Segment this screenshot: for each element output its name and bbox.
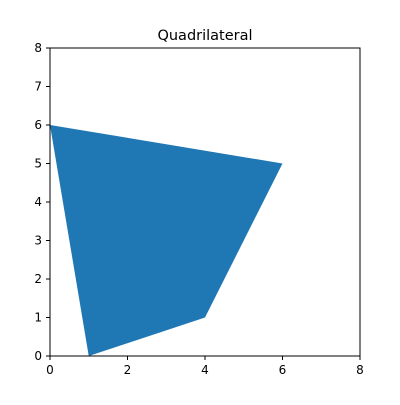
y-tick-label: 1 bbox=[34, 311, 42, 325]
y-tick-label: 6 bbox=[34, 118, 42, 132]
y-tick-label: 0 bbox=[34, 349, 42, 363]
quadrilateral-polygon bbox=[50, 125, 283, 356]
y-tick-label: 7 bbox=[34, 80, 42, 94]
plot-layer bbox=[50, 125, 283, 356]
y-tick-label: 8 bbox=[34, 41, 42, 55]
y-tick-label: 5 bbox=[34, 157, 42, 171]
x-tick-label: 0 bbox=[46, 363, 54, 377]
y-tick-label: 2 bbox=[34, 272, 42, 286]
x-tick-label: 8 bbox=[356, 363, 364, 377]
chart-title: Quadrilateral bbox=[157, 28, 252, 44]
x-tick-label: 4 bbox=[201, 363, 209, 377]
x-tick-label: 2 bbox=[124, 363, 132, 377]
axes-layer: 0 2 4 6 8 0 1 2 3 4 5 6 7 8 bbox=[34, 41, 363, 377]
y-tick-label: 4 bbox=[34, 195, 42, 209]
y-tick-label: 3 bbox=[34, 234, 42, 248]
x-tick-label: 6 bbox=[279, 363, 287, 377]
